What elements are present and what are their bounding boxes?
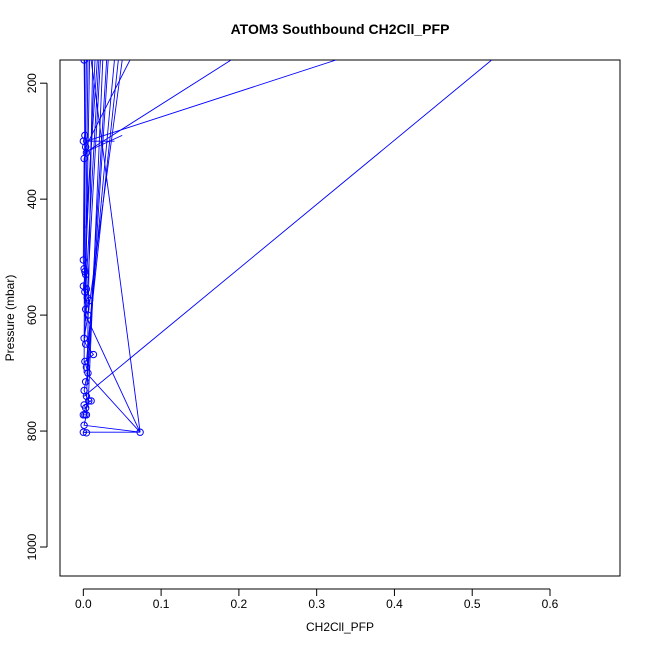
series-line-segment — [83, 60, 492, 397]
y-tick-label: 600 — [25, 305, 39, 325]
series-line-segment — [83, 134, 123, 154]
series-line-segment — [85, 60, 100, 292]
chart-title: ATOM3 Southbound CH2Cll_PFP — [231, 21, 450, 37]
series-line-segment — [84, 60, 232, 154]
plot-frame — [59, 59, 621, 577]
data-point — [84, 311, 92, 319]
data-point — [81, 267, 89, 276]
y-axis: 200 400 600 800 1000 — [25, 73, 48, 560]
data-point — [79, 428, 88, 436]
data-layer — [79, 60, 492, 437]
series-line-segment — [85, 60, 101, 321]
series-line-segment — [86, 60, 337, 142]
x-tick-label: 0.4 — [386, 597, 403, 611]
x-tick-label: 0.0 — [75, 597, 92, 611]
x-axis-label: CH2Cll_PFP — [306, 620, 374, 634]
series-line-segment — [90, 60, 141, 433]
series-line-segment — [85, 60, 98, 229]
series-line-segment — [85, 314, 141, 433]
data-point — [82, 429, 91, 437]
x-tick-label: 0.2 — [231, 597, 248, 611]
data-point — [81, 404, 90, 412]
data-point — [80, 421, 88, 429]
y-axis-label: Pressure (mbar) — [3, 275, 17, 362]
y-tick-label: 200 — [25, 73, 39, 93]
data-point — [82, 149, 91, 157]
x-tick-label: 0.3 — [308, 597, 325, 611]
y-tick-label: 1000 — [25, 533, 39, 560]
data-point — [81, 340, 90, 348]
data-point — [136, 428, 144, 436]
data-point — [81, 143, 90, 151]
data-point — [85, 296, 94, 305]
data-point — [82, 411, 91, 419]
data-point — [82, 392, 91, 400]
data-point — [79, 256, 88, 264]
series-line-segment — [85, 60, 94, 415]
series-line-segment — [85, 60, 131, 148]
data-point — [81, 270, 90, 279]
x-tick-label: 0.6 — [542, 597, 559, 611]
data-point — [84, 369, 92, 377]
data-point — [89, 350, 98, 359]
y-tick-label: 800 — [25, 421, 39, 441]
x-axis: 0.0 0.1 0.2 0.3 0.4 0.5 0.6 — [75, 588, 559, 611]
x-tick-label: 0.1 — [153, 597, 170, 611]
data-point — [81, 378, 90, 386]
data-point — [87, 397, 95, 405]
series-line-segment — [86, 372, 141, 433]
data-point — [85, 397, 93, 405]
data-point — [80, 60, 88, 64]
y-tick-label: 400 — [25, 189, 39, 209]
x-tick-label: 0.5 — [464, 597, 481, 611]
series-line-segment — [86, 60, 109, 385]
